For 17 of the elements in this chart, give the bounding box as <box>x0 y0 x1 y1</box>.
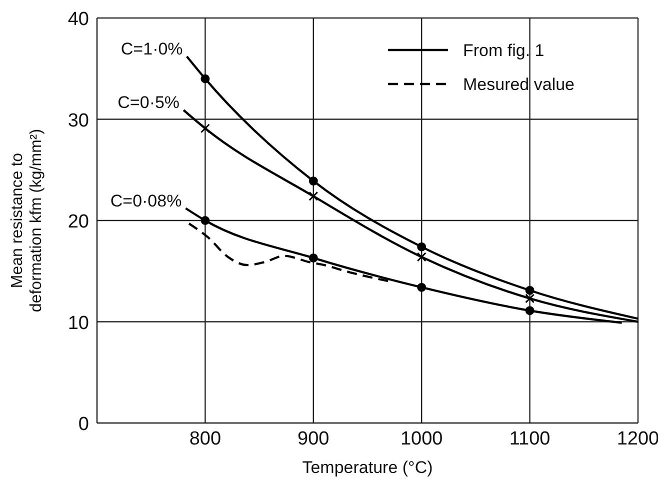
legend-label: From fig. 1 <box>463 41 544 60</box>
x-axis-title: Temperature (°C) <box>302 458 433 477</box>
y-tick-label: 30 <box>68 110 89 132</box>
x-tick-label: 1000 <box>400 428 443 450</box>
y-tick-label: 10 <box>68 312 89 334</box>
annotation: C=0·5% <box>118 93 180 112</box>
legend-label: Mesured value <box>463 75 575 94</box>
y-tick-label: 0 <box>78 414 89 435</box>
x-tick-label: 1100 <box>509 428 550 450</box>
x-tick-label: 1200 <box>616 428 658 450</box>
y-axis-title: Mean resistance to deformation kfm (kg/mm²) <box>9 128 45 312</box>
annotation: C=1·0% <box>120 39 183 58</box>
x-tick-label: 900 <box>298 428 330 450</box>
y-tick-label: 20 <box>68 212 89 232</box>
x-tick-label: 800 <box>189 428 222 450</box>
annotation: C=0·08% <box>110 191 182 210</box>
y-tick-label: 40 <box>68 9 89 30</box>
